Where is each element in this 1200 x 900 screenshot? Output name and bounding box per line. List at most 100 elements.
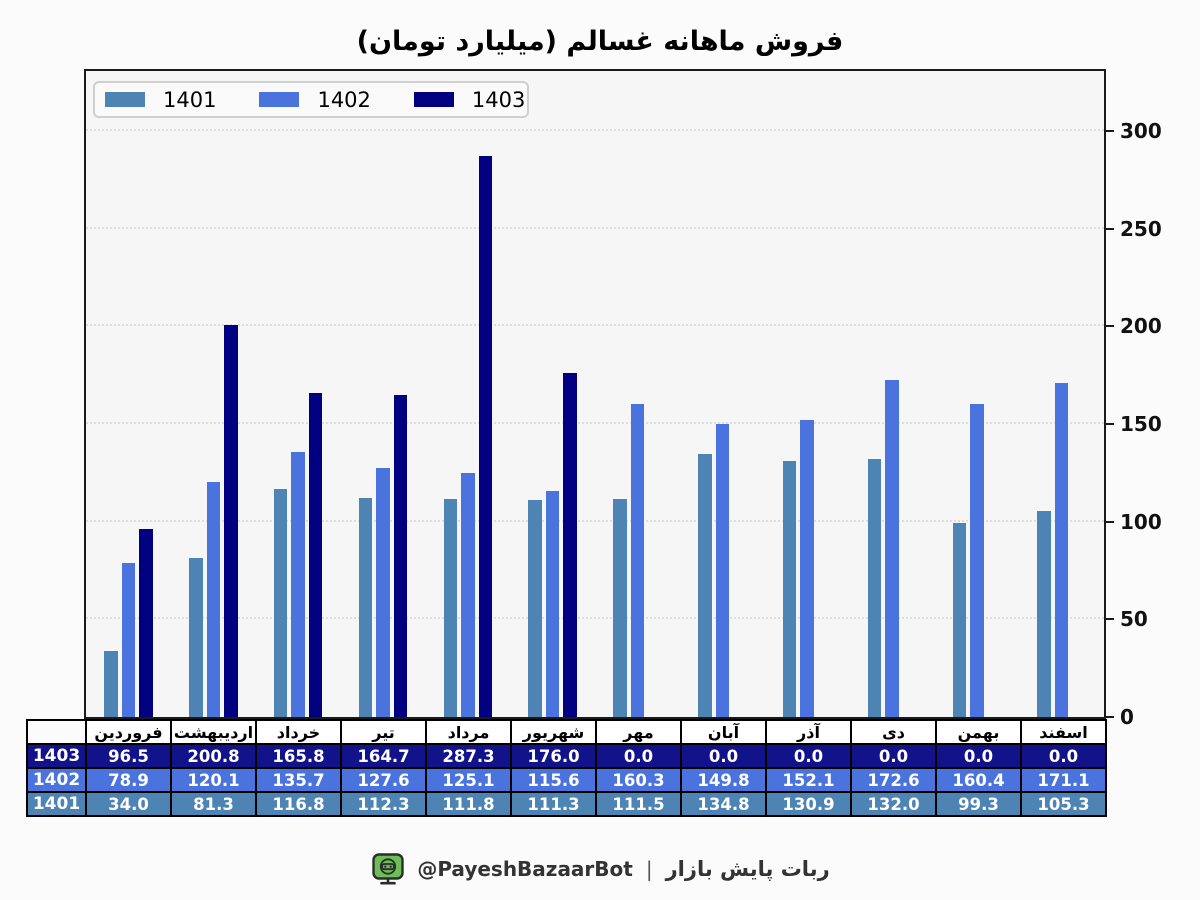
bar-1401-فروردین xyxy=(104,650,118,717)
bar-1402-شهریور xyxy=(545,491,560,717)
bar-1403-اردیبهشت xyxy=(224,324,238,717)
table-cell-1401-اسفند: 105.3 xyxy=(1020,791,1107,817)
chart-title: فروش ماهانه غسالم (میلیارد تومان) xyxy=(356,26,844,57)
bar-1401-اسفند xyxy=(1037,511,1051,717)
month-header-اردیبهشت: اردیبهشت xyxy=(170,719,257,745)
table-cell-1401-آذر: 130.9 xyxy=(765,791,852,817)
bar-1401-مهر xyxy=(613,499,627,717)
y-tick-0 xyxy=(1105,716,1114,718)
month-header-بهمن: بهمن xyxy=(935,719,1022,745)
legend-swatch-1403 xyxy=(413,92,454,107)
table-cell-1401-مهر: 111.5 xyxy=(595,791,682,817)
legend-label-1403: 1403 xyxy=(471,87,526,112)
bar-1403-فروردین xyxy=(139,528,153,717)
bar-1401-آبان xyxy=(698,453,712,717)
month-header-آذر: آذر xyxy=(765,719,852,745)
row-label-1402: 1402 xyxy=(26,767,87,793)
bar-1402-دی xyxy=(885,379,899,717)
table-cell-1403-اسفند: 0.0 xyxy=(1020,743,1107,769)
bar-1401-تیر xyxy=(358,497,373,717)
table-cell-1401-اردیبهشت: 81.3 xyxy=(170,791,257,817)
table-cell-1401-بهمن: 99.3 xyxy=(935,791,1022,817)
table-cell-1401-آبان: 134.8 xyxy=(680,791,767,817)
table-header-row: فروردین اردیبهشت خرداد تیر مرداد شهریور مهر آبا… xyxy=(26,719,1107,745)
row-label-1401: 1401 xyxy=(26,791,87,817)
bar-1401-مرداد xyxy=(443,498,457,717)
month-header-مرداد: مرداد xyxy=(425,719,512,745)
y-tick-label-300: 300 xyxy=(1120,119,1162,143)
table-cell-1403-خرداد: 165.8 xyxy=(255,743,342,769)
legend-swatch-1402 xyxy=(259,92,300,107)
table-cell-1402-آذر: 152.1 xyxy=(765,767,852,793)
y-tick-label-250: 250 xyxy=(1120,216,1162,241)
table-cell-1402-آبان: 149.8 xyxy=(680,767,767,793)
month-header-دی: دی xyxy=(850,719,937,745)
bar-1402-بهمن xyxy=(970,403,984,717)
bar-1402-فروردین xyxy=(121,562,136,717)
table-cell-1402-بهمن: 160.4 xyxy=(935,767,1022,793)
data-table-wrap: فروردین اردیبهشت خرداد تیر مرداد شهریور مهر آبا… xyxy=(26,719,1107,817)
bar-1401-خرداد xyxy=(273,488,288,717)
table-row-1401: 1401 34.0 81.3 116.8 112.3 111.8 111.3 111.5 134… xyxy=(26,791,1107,817)
month-header-تیر: تیر xyxy=(340,719,427,745)
table-cell-1402-اردیبهشت: 120.1 xyxy=(170,767,257,793)
bar-1401-آذر xyxy=(782,461,797,717)
y-tick-label-0: 0 xyxy=(1120,705,1134,729)
bot-name: ربات پایش بازار xyxy=(665,857,830,881)
table-cell-1401-مرداد: 111.8 xyxy=(425,791,512,817)
table-cell-1401-تیر: 112.3 xyxy=(340,791,427,817)
bar-1402-مرداد xyxy=(461,472,475,717)
gridline-250 xyxy=(86,226,1104,229)
y-tick-label-50: 50 xyxy=(1120,607,1148,632)
y-tick-label-100: 100 xyxy=(1120,509,1162,534)
table-cell-1402-فروردین: 78.9 xyxy=(85,767,172,793)
bar-1401-شهریور xyxy=(528,499,542,717)
month-header-مهر: مهر xyxy=(595,719,682,745)
month-header-اسفند: اسفند xyxy=(1020,719,1107,745)
gridline-100 xyxy=(86,519,1104,522)
footer-separator: | xyxy=(645,857,653,881)
table-cell-1403-مرداد: 287.3 xyxy=(425,743,512,769)
bot-handle: @PayeshBazaarBot xyxy=(417,857,633,881)
bar-1403-شهریور xyxy=(563,373,577,717)
table-cell-1403-اردیبهشت: 200.8 xyxy=(170,743,257,769)
bar-1401-بهمن xyxy=(952,523,966,717)
y-tick-200 xyxy=(1105,325,1114,328)
bar-1403-مرداد xyxy=(478,155,492,717)
table-cell-1403-مهر: 0.0 xyxy=(595,743,682,769)
row-label-1403: 1403 xyxy=(26,743,87,769)
legend-item-1401: 1401 xyxy=(105,88,216,112)
bar-1403-خرداد xyxy=(308,393,323,717)
plot-canvas xyxy=(86,71,1104,717)
bar-1402-اسفند xyxy=(1054,382,1069,717)
table-cell-1401-خرداد: 116.8 xyxy=(255,791,342,817)
bar-1402-خرداد xyxy=(291,451,305,717)
table-cell-1403-دی: 0.0 xyxy=(850,743,937,769)
bar-1401-اردیبهشت xyxy=(189,558,203,717)
legend-item-1402: 1402 xyxy=(259,87,371,112)
table-cell-1401-دی: 132.0 xyxy=(850,791,937,817)
y-tick-300 xyxy=(1105,130,1114,132)
table-cell-1403-بهمن: 0.0 xyxy=(935,743,1022,769)
month-header-فروردین: فروردین xyxy=(85,719,172,745)
y-tick-50 xyxy=(1105,618,1114,621)
table-cell-1403-فروردین: 96.5 xyxy=(85,743,172,769)
table-cell-1402-مهر: 160.3 xyxy=(595,767,682,793)
legend-label-1402: 1402 xyxy=(317,87,371,112)
table-cell-1402-خرداد: 135.7 xyxy=(255,767,342,793)
table-row-1403: 1403 96.5 200.8 165.8 164.7 287.3 176.0 0.0 0.0 0… xyxy=(26,743,1107,769)
table-cell-1401-فروردین: 34.0 xyxy=(85,791,172,817)
bar-1403-تیر xyxy=(393,395,408,717)
table-cell-1402-مرداد: 125.1 xyxy=(425,767,512,793)
y-tick-250 xyxy=(1105,227,1114,230)
table-cell-1402-شهریور: 115.6 xyxy=(510,767,597,793)
bar-1402-تیر xyxy=(376,467,390,717)
bar-1402-آبان xyxy=(715,424,729,717)
robot-monitor-icon xyxy=(370,851,406,887)
y-tick-label-200: 200 xyxy=(1120,314,1162,339)
legend-label-1401: 1401 xyxy=(163,87,217,112)
month-header-آبان: آبان xyxy=(680,719,767,745)
gridline-300 xyxy=(86,129,1104,131)
y-tick-100 xyxy=(1105,520,1114,523)
